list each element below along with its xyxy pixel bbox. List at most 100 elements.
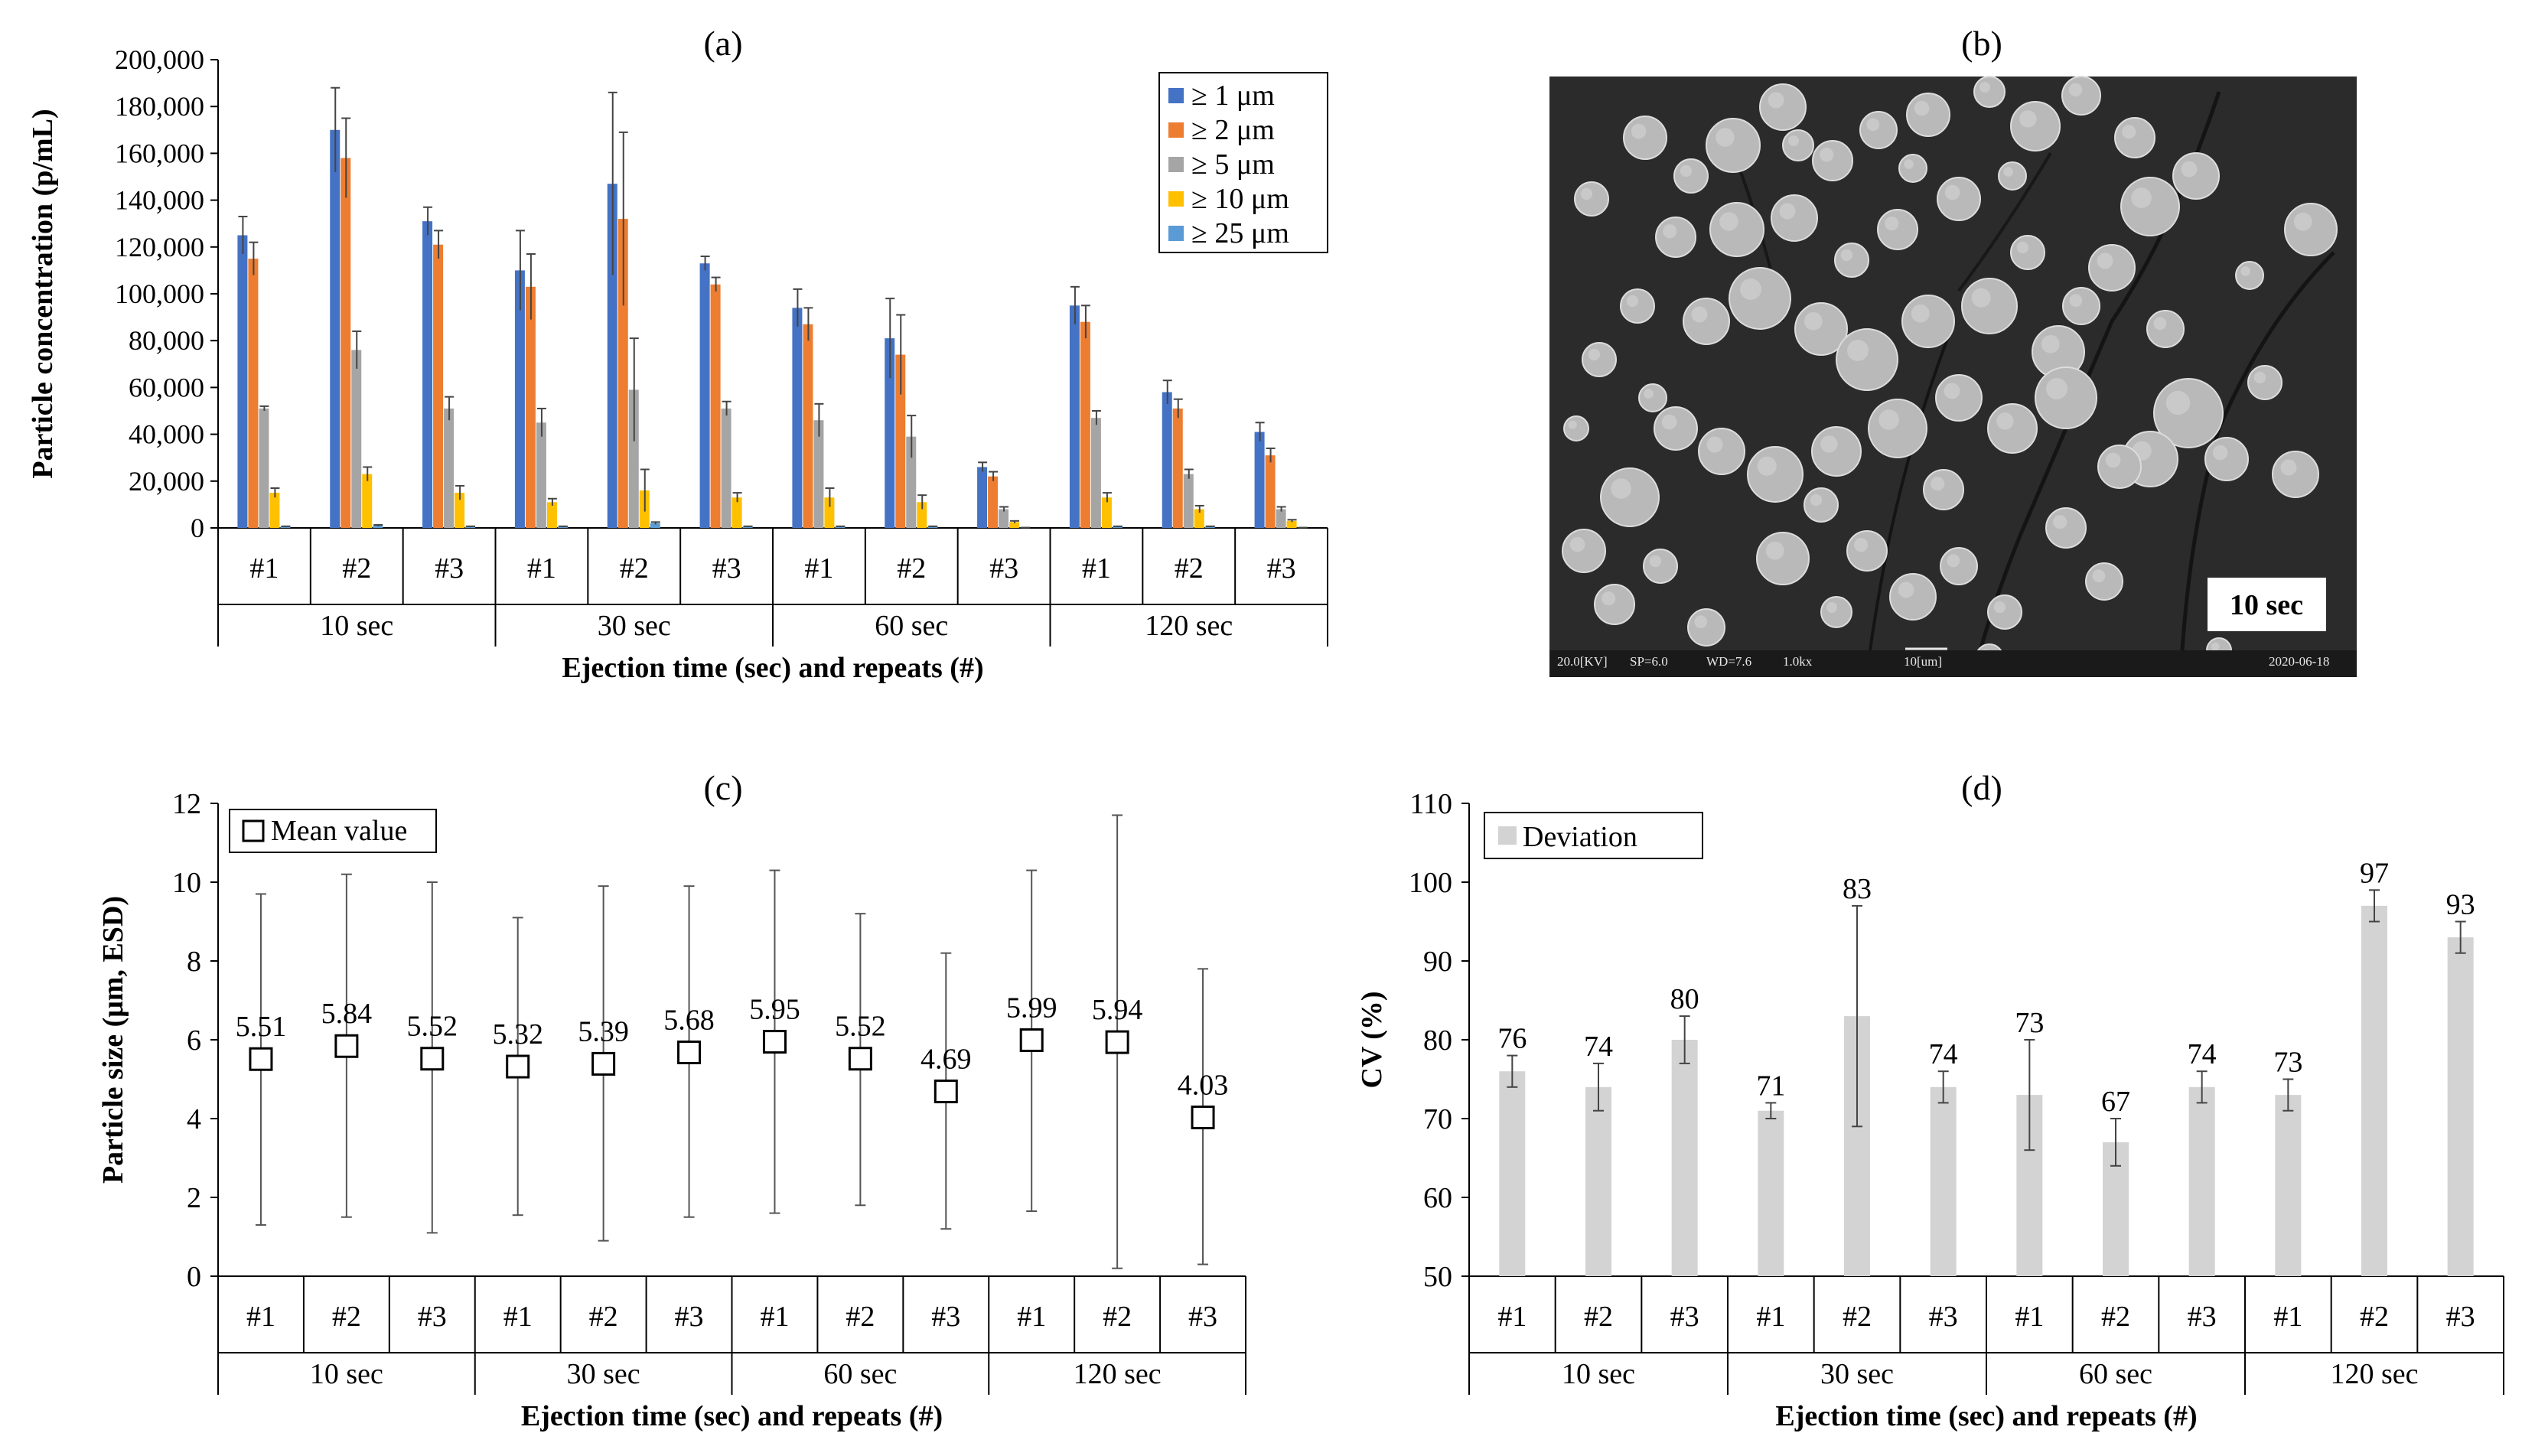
sem-particle-highlight bbox=[2122, 125, 2136, 139]
chart-a-bar bbox=[1101, 497, 1112, 528]
sem-particle-highlight bbox=[1765, 541, 1784, 560]
chart-d-data-label: 93 bbox=[2446, 889, 2475, 921]
sem-particle bbox=[1846, 530, 1888, 572]
sem-particle bbox=[2272, 451, 2319, 498]
chart-d-ylabel: CV (%) bbox=[1356, 991, 1388, 1088]
chart-a-legend-label: ≥ 25 μm bbox=[1191, 217, 1289, 249]
chart-a-bar bbox=[803, 324, 813, 528]
sem-particle-highlight bbox=[1788, 135, 1799, 146]
chart-a-xtick-label: #3 bbox=[712, 552, 741, 585]
chart-a-bar bbox=[1069, 305, 1080, 528]
chart-c-xtick-label: #1 bbox=[503, 1301, 533, 1333]
sem-particle-highlight bbox=[1694, 615, 1708, 629]
sem-particle-highlight bbox=[2019, 110, 2037, 128]
chart-c-xtick-label: #1 bbox=[246, 1301, 275, 1333]
chart-c-xtick-label: #2 bbox=[332, 1301, 361, 1333]
chart-c-point bbox=[1105, 1030, 1129, 1054]
chart-a-bar bbox=[351, 350, 362, 528]
chart-a-bar bbox=[341, 158, 351, 528]
chart-a-group-label: 10 sec bbox=[320, 610, 393, 642]
sem-particle-highlight bbox=[1779, 203, 1796, 220]
sem-info-kv: 20.0[KV] bbox=[1557, 654, 1608, 669]
chart-a-bar bbox=[280, 526, 291, 528]
chart-a-legend-label: ≥ 10 μm bbox=[1191, 183, 1289, 215]
sem-particle-highlight bbox=[2212, 445, 2228, 461]
sem-particle bbox=[1698, 428, 1745, 475]
chart-a-bar bbox=[248, 259, 259, 528]
chart-c-data-label: 5.52 bbox=[835, 1011, 886, 1043]
chart-a-xtick-label: #2 bbox=[342, 552, 371, 585]
chart-c-ylabel: Particle size (μm, ESD) bbox=[97, 896, 129, 1184]
sem-label-box bbox=[2208, 578, 2326, 631]
chart-d-group-label: 30 sec bbox=[1820, 1358, 1894, 1390]
sem-particle bbox=[1638, 383, 1667, 412]
chart-c-data-label: 4.69 bbox=[920, 1043, 972, 1075]
chart-d-data-label: 73 bbox=[2015, 1007, 2044, 1039]
sem-particle-highlight bbox=[1971, 288, 1991, 308]
sem-particle bbox=[1889, 573, 1937, 621]
chart-a-bar bbox=[362, 474, 373, 528]
sem-particle-highlight bbox=[1626, 295, 1639, 308]
sem-image: 20.0[KV] SP=6.0 WD=7.6 1.0kx 10[um] 2020… bbox=[1549, 76, 2357, 677]
sem-particle-highlight bbox=[2016, 241, 2029, 254]
sem-particle bbox=[1683, 298, 1730, 345]
sem-particle bbox=[1820, 596, 1852, 628]
sem-particle bbox=[1923, 469, 1964, 510]
sem-particle bbox=[1562, 529, 1606, 573]
chart-a-bar bbox=[977, 467, 988, 528]
sem-particle-highlight bbox=[2131, 187, 2152, 208]
chart-c-point bbox=[677, 1040, 702, 1064]
sem-particle-highlight bbox=[1914, 100, 1930, 116]
chart-a-bar bbox=[835, 526, 846, 528]
chart-c-xlabel: Ejection time (sec) and repeats (#) bbox=[521, 1400, 943, 1432]
chart-a-bar bbox=[927, 526, 938, 528]
sem-particle-highlight bbox=[1911, 304, 1930, 323]
sem-info-sp: SP=6.0 bbox=[1630, 654, 1668, 669]
sem-particle-highlight bbox=[2253, 371, 2266, 384]
chart-a-legend-swatch bbox=[1168, 122, 1184, 138]
sem-infobar bbox=[1549, 650, 2357, 677]
chart-a-bar bbox=[824, 497, 835, 528]
sem-particle-highlight bbox=[1719, 212, 1738, 231]
sem-particle bbox=[2061, 76, 2101, 116]
chart-a-bar bbox=[269, 493, 280, 528]
sem-particle bbox=[1898, 154, 1927, 183]
chart-d-data-label: 74 bbox=[2188, 1038, 2217, 1070]
chart-a-ytick-label: 140,000 bbox=[115, 185, 204, 216]
chart-c-data-label: 5.84 bbox=[321, 998, 373, 1030]
sem-particle bbox=[2146, 310, 2185, 348]
chart-a-bar bbox=[259, 408, 269, 528]
sem-particle bbox=[1771, 194, 1818, 242]
chart-a-bar bbox=[525, 286, 536, 528]
sem-particle-highlight bbox=[2280, 459, 2297, 476]
sem-particle bbox=[1563, 415, 1589, 441]
chart-c-data-label: 5.99 bbox=[1006, 992, 1057, 1024]
sem-particle bbox=[1782, 129, 1814, 161]
chart-a-bar bbox=[1204, 526, 1215, 528]
sem-particle-highlight bbox=[2181, 161, 2198, 178]
chart-c-point bbox=[934, 1079, 958, 1103]
chart-a-ytick-label: 200,000 bbox=[115, 44, 204, 75]
chart-c-data-label: 5.52 bbox=[407, 1011, 458, 1043]
sem-particle-highlight bbox=[2153, 317, 2167, 331]
chart-c-group-label: 60 sec bbox=[823, 1358, 897, 1390]
chart-a-bar bbox=[650, 523, 660, 528]
chart-a-ytick-label: 100,000 bbox=[115, 278, 204, 309]
chart-d-bar bbox=[1585, 1086, 1611, 1276]
chart-c-particle-size: 0 2 4 6 8 10 12 Particle size (μm, ESD) #1 #2 #3 #1… bbox=[97, 788, 1246, 1432]
chart-d-xtick-label: #1 bbox=[2273, 1301, 2302, 1333]
chart-c-legend-label: Mean value bbox=[271, 815, 407, 847]
chart-d-xtick-label: #3 bbox=[2188, 1301, 2217, 1333]
chart-a-xlabel: Ejection time (sec) and repeats (#) bbox=[562, 652, 983, 684]
chart-a-xtick-label: #1 bbox=[804, 552, 833, 585]
sem-particle bbox=[2035, 366, 2097, 429]
chart-a-bar bbox=[792, 308, 803, 528]
sem-particle-highlight bbox=[1602, 591, 1616, 606]
sem-particle bbox=[1906, 93, 1950, 137]
chart-d-ytick-label: 60 bbox=[1423, 1182, 1452, 1214]
chart-d-ytick-label: 50 bbox=[1423, 1261, 1452, 1293]
chart-d-xtick-label: #2 bbox=[2101, 1301, 2130, 1333]
sem-particle-highlight bbox=[1740, 278, 1761, 300]
chart-a-legend-label: ≥ 2 μm bbox=[1191, 114, 1275, 146]
sem-particle-highlight bbox=[1716, 128, 1735, 147]
